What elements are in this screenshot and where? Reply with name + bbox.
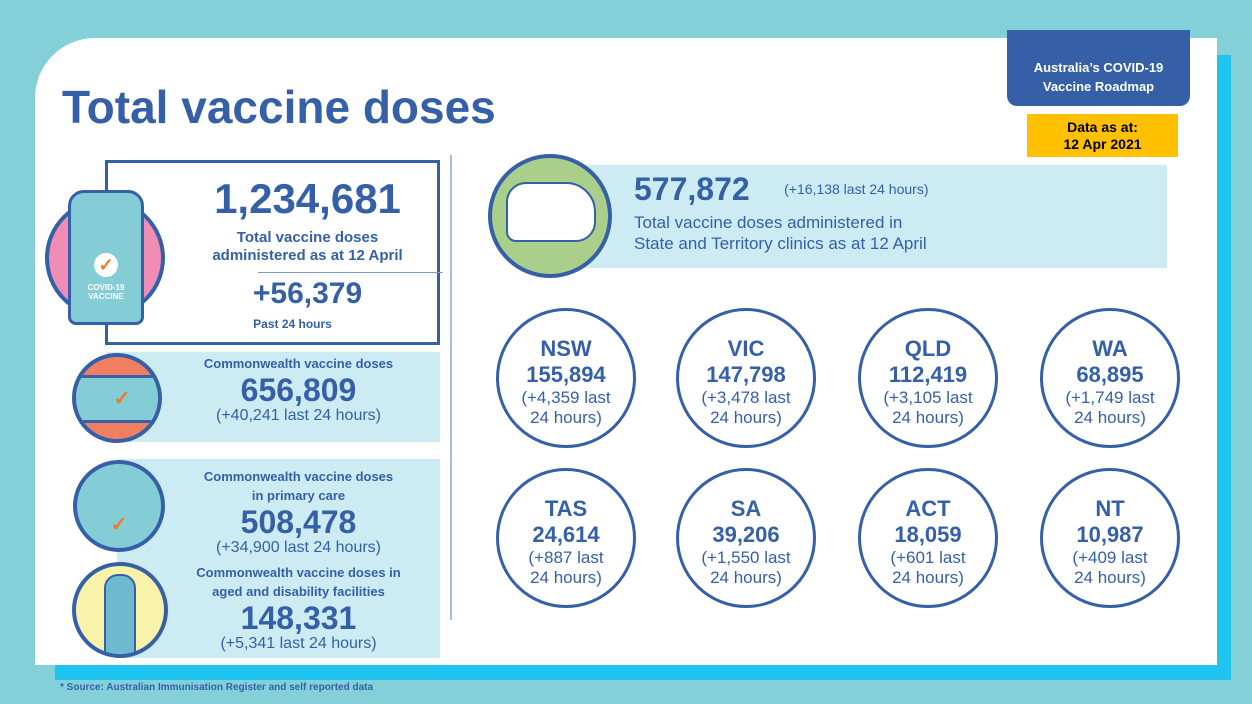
state-d2: 24 hours) [1074, 408, 1146, 427]
state-value: 155,894 [526, 362, 606, 387]
state-total-label1: Total vaccine doses administered in [634, 213, 903, 232]
state-circle-sa: SA 39,206 (+1,550 last 24 hours) [676, 468, 816, 608]
state-circle-vic: VIC 147,798 (+3,478 last 24 hours) [676, 308, 816, 448]
state-circle-tas: TAS 24,614 (+887 last 24 hours) [496, 468, 636, 608]
as-at-date: 12 Apr 2021 [1063, 136, 1142, 152]
primary-delta: (+34,900 last 24 hours) [216, 539, 381, 556]
state-name: QLD [904, 336, 952, 361]
accent-strip-right [1217, 55, 1231, 680]
primary-aged-panel: Commonwealth vaccine doses in primary ca… [117, 459, 440, 658]
commonwealth-panel: Commonwealth vaccine doses 656,809 (+40,… [107, 352, 440, 442]
state-d1: (+4,359 last [521, 388, 611, 407]
total-label1: Total vaccine doses [236, 229, 379, 246]
state-total-delta: (+16,138 last 24 hours) [784, 181, 929, 197]
state-d2: 24 hours) [530, 408, 602, 427]
state-value: 10,987 [1076, 522, 1144, 547]
aged-delta: (+5,341 last 24 hours) [220, 635, 377, 652]
aged-value: 148,331 [240, 600, 357, 636]
state-d2: 24 hours) [710, 408, 782, 427]
divider-line [258, 272, 443, 273]
primary-label2: in primary care [251, 488, 346, 503]
primary-label1: Commonwealth vaccine doses [203, 469, 394, 484]
state-d2: 24 hours) [1074, 568, 1146, 587]
state-circle-qld: QLD 112,419 (+3,105 last 24 hours) [858, 308, 998, 448]
commonwealth-value: 656,809 [240, 372, 357, 408]
aged-label2: aged and disability facilities [212, 584, 385, 599]
commonwealth-delta: (+40,241 last 24 hours) [216, 407, 381, 424]
checkmark-icon: ✓ [94, 253, 118, 277]
bottle-body: ✓ COVID-19 VACCINE [68, 190, 144, 325]
state-d2: 24 hours) [530, 568, 602, 587]
state-value: 112,419 [888, 362, 968, 387]
total-label2: administered as at 12 April [212, 247, 403, 264]
commonwealth-label: Commonwealth vaccine doses [203, 356, 394, 371]
state-value: 68,895 [1076, 362, 1144, 387]
state-d2: 24 hours) [892, 568, 964, 587]
state-d1: (+1,749 last [1065, 388, 1155, 407]
state-d1: (+887 last [528, 548, 604, 567]
state-name: NSW [540, 336, 592, 361]
state-total-value: 577,872 [634, 171, 750, 207]
accent-strip-bottom [55, 665, 1231, 680]
state-name: SA [730, 496, 762, 521]
state-d1: (+3,105 last [883, 388, 973, 407]
source-footnote: * Source: Australian Immunisation Regist… [60, 682, 374, 693]
state-value: 147,798 [706, 362, 786, 387]
state-circle-nsw: NSW 155,894 (+4,359 last 24 hours) [496, 308, 636, 448]
state-name: ACT [905, 496, 951, 521]
vertical-divider [450, 155, 452, 620]
as-at-label: Data as at: [1067, 119, 1138, 135]
state-total-label2: State and Territory clinics as at 12 Apr… [634, 234, 927, 253]
total-delta: +56,379 [252, 277, 363, 310]
primary-value: 508,478 [240, 504, 357, 540]
state-circle-nt: NT 10,987 (+409 last 24 hours) [1040, 468, 1180, 608]
people-group-icon: ✓ [73, 460, 165, 552]
roadmap-line2: Vaccine Roadmap [1042, 79, 1155, 94]
state-value: 24,614 [532, 522, 600, 547]
state-circle-act: ACT 18,059 (+601 last 24 hours) [858, 468, 998, 608]
state-d1: (+1,550 last [701, 548, 791, 567]
state-name: WA [1092, 336, 1128, 361]
australia-map-icon: ✓ [72, 353, 162, 443]
state-d1: (+3,478 last [701, 388, 791, 407]
state-d2: 24 hours) [710, 568, 782, 587]
bottle-text2: VACCINE [88, 292, 124, 301]
state-d2: 24 hours) [892, 408, 964, 427]
state-circle-wa: WA 68,895 (+1,749 last 24 hours) [1040, 308, 1180, 448]
total-doses-box: 1,234,681 Total vaccine doses administer… [105, 160, 443, 345]
aged-care-person-icon [72, 562, 168, 658]
data-as-at-badge: Data as at: 12 Apr 2021 [1027, 114, 1178, 157]
state-value: 39,206 [712, 522, 780, 547]
total-delta-label: Past 24 hours [253, 317, 332, 331]
page-title: Total vaccine doses [62, 81, 496, 133]
state-value: 18,059 [894, 522, 962, 547]
state-d1: (+409 last [1072, 548, 1148, 567]
state-name: TAS [544, 496, 588, 521]
australia-clinics-map-icon [488, 154, 612, 278]
aged-label1: Commonwealth vaccine doses in [196, 565, 401, 580]
state-total-panel: 577,872 (+16,138 last 24 hours) Total va… [540, 165, 1167, 268]
roadmap-tab: Australia’s COVID-19 Vaccine Roadmap [1007, 30, 1190, 106]
bottle-text1: COVID-19 [87, 283, 125, 292]
state-name: NT [1095, 496, 1125, 521]
state-d1: (+601 last [890, 548, 966, 567]
total-value: 1,234,681 [214, 175, 401, 222]
roadmap-line1: Australia’s COVID-19 [1033, 60, 1164, 75]
state-name: VIC [727, 336, 765, 361]
